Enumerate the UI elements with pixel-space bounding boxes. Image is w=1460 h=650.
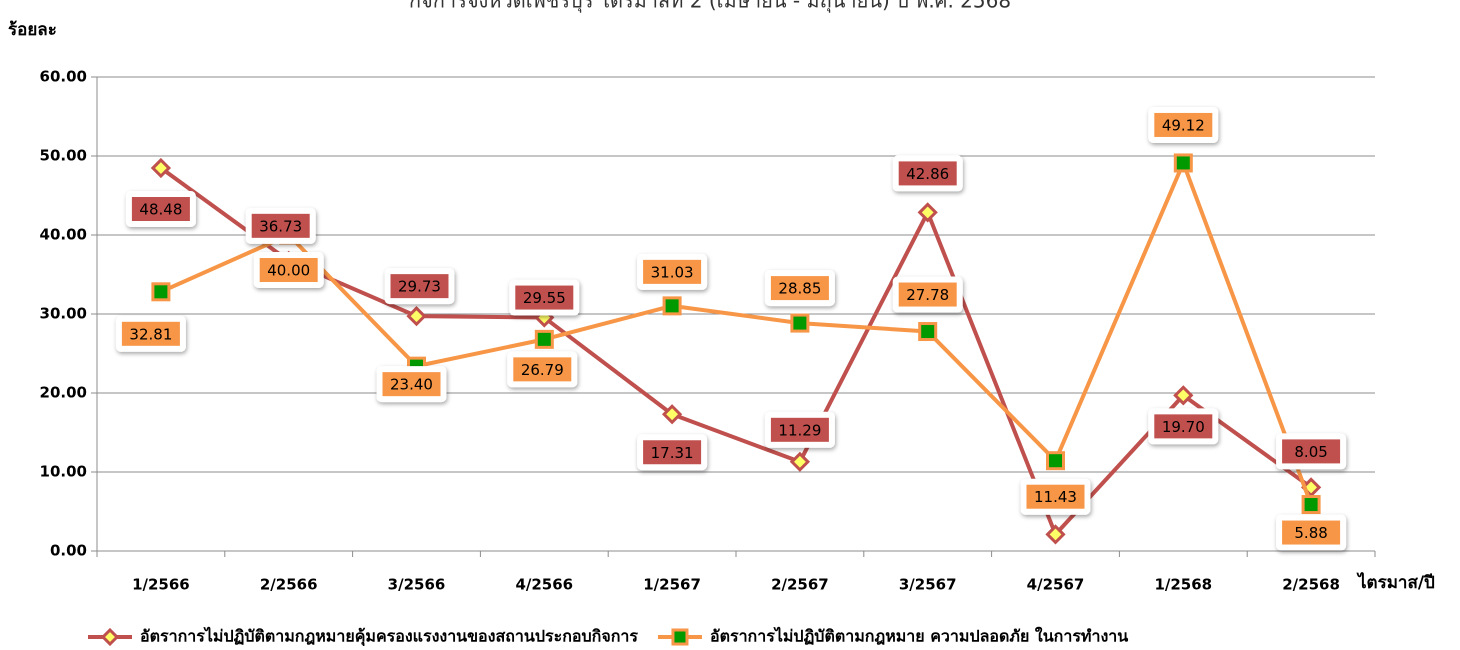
data-label: 11.29 bbox=[778, 421, 821, 439]
legend-label: อัตราการไม่ปฏิบัติตามกฎหมายคุ้มครองแรงงา… bbox=[140, 627, 638, 647]
x-axis-label: ไตรมาส/ปี bbox=[1356, 572, 1435, 593]
data-label: 27.78 bbox=[906, 286, 949, 304]
marker bbox=[1173, 385, 1194, 406]
data-label: 19.70 bbox=[1162, 418, 1205, 436]
data-label: 40.00 bbox=[267, 262, 310, 280]
label-fill bbox=[515, 285, 574, 310]
data-label: 36.73 bbox=[259, 217, 302, 235]
x-tick-label: 4/2567 bbox=[1027, 576, 1085, 594]
x-tick-label: 2/2567 bbox=[771, 576, 829, 594]
chart-title: กิจการจังหวัดเพชรบุรี ไตรมาสที่ 2 (เมษาย… bbox=[409, 0, 1011, 14]
y-tick-label: 20.00 bbox=[40, 384, 87, 402]
x-tick-label: 1/2566 bbox=[132, 576, 190, 594]
label-fill bbox=[1154, 414, 1213, 439]
x-tick-label: 1/2568 bbox=[1154, 576, 1212, 594]
x-tick-label: 4/2566 bbox=[515, 576, 573, 594]
data-label: 49.12 bbox=[1162, 116, 1205, 134]
legend-label: อัตราการไม่ปฏิบัติตามกฎหมาย ความปลอดภัย … bbox=[710, 627, 1128, 646]
lines bbox=[150, 153, 1322, 545]
data-label: 11.43 bbox=[1034, 488, 1077, 506]
y-tick-label: 40.00 bbox=[40, 226, 87, 244]
data-label: 8.05 bbox=[1294, 443, 1327, 461]
data-label: 42.86 bbox=[906, 165, 949, 183]
y-tick-label: 60.00 bbox=[40, 68, 87, 86]
x-tick-label: 2/2566 bbox=[260, 576, 318, 594]
y-tick-label: 10.00 bbox=[40, 463, 87, 481]
data-label: 23.40 bbox=[390, 376, 433, 394]
legend: อัตราการไม่ปฏิบัติตามกฎหมายคุ้มครองแรงงา… bbox=[88, 627, 1128, 647]
label-fill bbox=[1282, 520, 1341, 545]
legend-marker bbox=[100, 627, 120, 647]
x-tick-label: 2/2568 bbox=[1282, 576, 1340, 594]
label-fill bbox=[898, 282, 957, 307]
marker bbox=[917, 202, 938, 223]
x-tick-label: 1/2567 bbox=[643, 576, 701, 594]
label-fill bbox=[1154, 112, 1213, 137]
data-label: 48.48 bbox=[139, 201, 182, 219]
marker bbox=[406, 306, 427, 327]
data-label: 31.03 bbox=[651, 263, 694, 281]
label-fill bbox=[390, 274, 449, 299]
label-fill bbox=[898, 161, 957, 186]
marker bbox=[1046, 451, 1065, 471]
data-label: 28.85 bbox=[778, 280, 821, 298]
label-fill bbox=[1282, 439, 1341, 464]
marker bbox=[150, 157, 172, 179]
label-fill bbox=[643, 259, 702, 284]
label-fill bbox=[770, 417, 829, 442]
y-tick-label: 30.00 bbox=[40, 305, 87, 323]
y-tick-label: 0.00 bbox=[50, 542, 87, 560]
label-fill bbox=[382, 372, 441, 397]
marker bbox=[790, 313, 810, 333]
marker bbox=[1301, 495, 1321, 515]
marker bbox=[918, 322, 938, 342]
data-label: 17.31 bbox=[651, 444, 694, 462]
grid: 0.00 10.00 20.00 30.00 40.00 50.00 60.00 1/2566… bbox=[40, 68, 1376, 594]
label-fill bbox=[121, 321, 180, 346]
data-label: 29.73 bbox=[398, 278, 441, 296]
marker bbox=[789, 451, 811, 472]
data-labels: 48.48 36.73 29.73 29.55 17.31 11.29 42.86 19.70… bbox=[115, 106, 1347, 551]
marker bbox=[661, 404, 683, 425]
legend-marker bbox=[671, 628, 689, 646]
y-axis-label: ร้อยละ bbox=[8, 20, 57, 40]
label-fill bbox=[131, 197, 190, 222]
label-fill bbox=[643, 440, 702, 465]
data-label: 26.79 bbox=[521, 361, 564, 379]
marker bbox=[151, 282, 171, 302]
series-line bbox=[160, 160, 1313, 506]
label-fill bbox=[513, 357, 572, 382]
marker bbox=[662, 296, 682, 316]
data-label: 32.81 bbox=[129, 325, 172, 343]
x-tick-label: 3/2567 bbox=[899, 576, 957, 594]
label-fill bbox=[251, 213, 310, 238]
label-fill bbox=[770, 276, 829, 301]
label-fill bbox=[1026, 484, 1085, 509]
y-tick-label: 50.00 bbox=[40, 147, 87, 165]
label-fill bbox=[259, 258, 318, 282]
data-label: 29.55 bbox=[523, 289, 566, 307]
series-line bbox=[159, 166, 1313, 537]
marker bbox=[1045, 524, 1066, 545]
data-label: 5.88 bbox=[1294, 524, 1327, 542]
x-tick-label: 3/2566 bbox=[388, 576, 446, 594]
marker bbox=[1173, 153, 1193, 173]
marker bbox=[534, 329, 554, 349]
